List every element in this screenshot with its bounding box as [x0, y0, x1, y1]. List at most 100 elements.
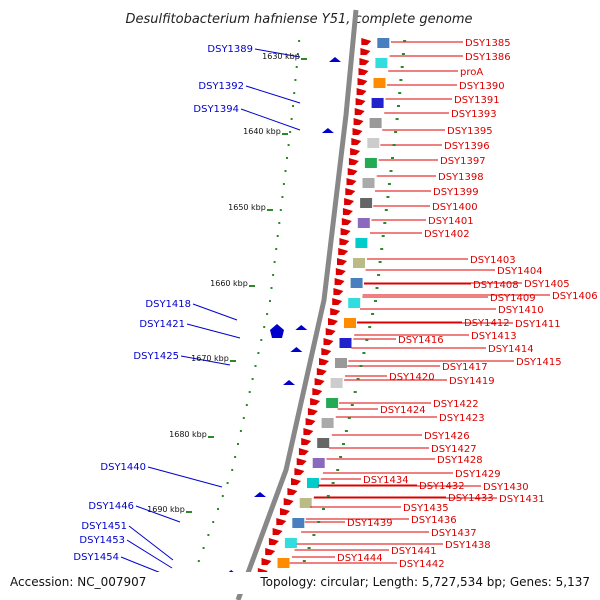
track-dot	[237, 443, 239, 445]
accession-text: Accession: NC_007907	[10, 575, 146, 589]
track-dot	[260, 339, 263, 341]
gene-arrow-right	[276, 518, 287, 525]
gene-arrow-right	[291, 478, 301, 485]
gene-arrow-right	[294, 468, 305, 475]
track-dot	[375, 287, 379, 289]
kbp-tick-label: 1660 kbp	[210, 279, 248, 288]
gene-arrow-right	[340, 228, 351, 235]
gene-arrow-right	[357, 78, 368, 85]
gene-arrow-right	[310, 398, 321, 405]
gene-arrow-right	[321, 348, 332, 355]
gene-arrow-right	[325, 328, 336, 335]
track-dot	[273, 261, 276, 263]
track-dot	[226, 482, 229, 484]
right-gene-label: DSY1403	[470, 255, 516, 266]
feature-band	[364, 158, 377, 168]
track-dot	[257, 352, 260, 354]
gene-arrow-right	[268, 538, 279, 545]
left-gene-labels: DSY1389 DSY1392 DSY1394 DSY1418 DSY1421 DSY14…	[73, 44, 253, 563]
track-dot	[202, 547, 205, 549]
gene-arrow-right	[359, 58, 370, 65]
track-dot	[403, 40, 407, 42]
right-gene-label: DSY1412	[464, 318, 510, 329]
gene-arrow-right	[261, 558, 272, 565]
gene-arrow-right	[305, 418, 316, 425]
gene-arrow-left	[295, 325, 308, 330]
right-gene-label: DSY1442	[399, 559, 445, 570]
feature-band	[277, 558, 290, 568]
gene-arrow-right	[347, 168, 358, 175]
feature-band	[367, 138, 380, 148]
feature-band	[307, 478, 319, 488]
left-leader	[126, 539, 173, 569]
right-gene-label: DSY1405	[524, 279, 570, 290]
position-dots	[197, 40, 407, 562]
kbp-tick-mark	[301, 58, 307, 60]
feature-band	[377, 38, 390, 48]
feature-band	[284, 538, 297, 548]
kbp-tick-label: 1680 kbp	[169, 430, 207, 439]
gene-arrow-right	[333, 288, 344, 295]
gene-arrow-right	[307, 408, 318, 415]
track-dot	[298, 40, 301, 42]
track-dot	[381, 235, 385, 237]
track-dot	[248, 391, 251, 393]
feature-band	[344, 318, 356, 328]
right-gene-label: DSY1396	[444, 141, 490, 152]
track-dot	[282, 183, 285, 185]
track-dot	[302, 560, 306, 562]
right-gene-label: DSY1432	[419, 481, 465, 492]
right-gene-label: DSY1415	[516, 357, 562, 368]
gene-arrow-right	[265, 548, 276, 555]
track-dot	[377, 274, 381, 276]
gene-arrow-right	[298, 448, 309, 455]
right-gene-label: DSY1427	[431, 444, 477, 455]
right-gene-label: DSY1409	[490, 293, 536, 304]
feature-band	[317, 438, 330, 448]
track-dot	[368, 326, 372, 328]
feature-band	[339, 338, 352, 348]
topology-text: Topology: circular; Length: 5,727,534 bp…	[259, 575, 590, 589]
gene-arrow-right	[280, 508, 290, 515]
right-gene-label: DSY1422	[433, 399, 479, 410]
right-gene-label: DSY1424	[380, 405, 426, 416]
gene-arrow-right	[358, 68, 369, 75]
left-leader	[240, 108, 301, 131]
left-leader	[245, 85, 301, 104]
track-dot	[326, 495, 330, 497]
right-gene-label: DSY1410	[498, 305, 544, 316]
gene-arrow-right	[356, 88, 367, 95]
track-dot	[339, 456, 343, 458]
gene-arrow-right	[341, 218, 352, 225]
track-dot	[342, 443, 345, 445]
track-dot	[231, 469, 234, 471]
track-dot	[276, 235, 279, 237]
genome-backbone	[235, 9, 359, 600]
gene-arrow-right	[344, 198, 355, 205]
track-dot	[401, 53, 405, 55]
gene-arrow-right	[301, 438, 312, 445]
left-gene-label: DSY1454	[73, 552, 119, 563]
track-dot	[270, 287, 273, 289]
feature-band	[371, 98, 384, 108]
right-gene-label: DSY1436	[411, 515, 457, 526]
kbp-tick-label: 1650 kbp	[228, 203, 266, 212]
track-dot	[290, 118, 293, 120]
track-dot	[356, 378, 360, 380]
kbp-tick-label: 1640 kbp	[243, 127, 281, 136]
left-gene-label: DSY1389	[207, 44, 253, 55]
left-leader	[186, 323, 241, 339]
left-gene-label: DSY1451	[81, 521, 127, 532]
feature-band	[375, 58, 388, 68]
track-dot	[266, 313, 269, 315]
right-gene-label: DSY1402	[424, 229, 470, 240]
gene-arrow-right	[352, 128, 363, 135]
right-gene-label: DSY1417	[442, 362, 488, 373]
left-leader	[192, 303, 238, 321]
right-gene-label: DSY1441	[391, 546, 437, 557]
gene-arrow-left	[283, 380, 295, 385]
kbp-tick-mark	[267, 209, 273, 211]
gene-arrow-right	[319, 358, 329, 365]
right-gene-label: DSY1426	[424, 431, 470, 442]
